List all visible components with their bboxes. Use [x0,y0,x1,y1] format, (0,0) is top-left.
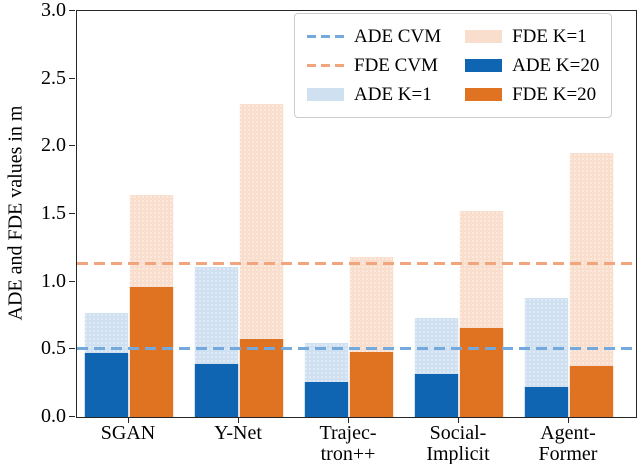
x-tick-mark [348,417,349,423]
x-tick-mark [128,417,129,423]
x-tick-mark [238,417,239,423]
y-tick-mark [69,280,75,282]
legend-label: ADE K=1 [354,83,432,105]
y-tick-mark [69,145,75,147]
dashed-line-swatch-ade-cvm [307,35,344,38]
legend-label: FDE CVM [354,54,438,76]
x-tick-label-sgan: SGAN [100,422,156,444]
legend-label: ADE K=20 [512,54,600,76]
fde-cvm-line [77,261,636,265]
x-tick-label-social-implicit: Social- Implicit [426,422,490,464]
y-tick-mark [69,416,75,417]
bar-sgan-fde-k20 [129,287,174,417]
legend-label: ADE CVM [354,25,442,47]
x-tick-mark [458,417,459,423]
legend-item-ade-k-20: ADE K=20 [465,51,599,80]
bar-ynet-fde-k20 [239,338,284,417]
y-tick-mark [69,77,75,79]
color-patch-swatch-ade-k-20 [465,59,503,72]
bar-agentformer-fde-k20 [569,365,614,417]
legend-item-ade-cvm: ADE CVM [307,22,441,51]
legend: ADE CVM FDE K=1 FDE CVM ADE K=20 ADE K=1 FDE … [294,13,613,118]
legend-item-fde-cvm: FDE CVM [307,51,441,80]
legend-item-fde-k-1: FDE K=1 [465,22,599,51]
legend-label: FDE K=1 [512,25,587,47]
y-tick-label: 0.0 [41,405,66,427]
legend-item-ade-k-1: ADE K=1 [307,80,441,109]
y-tick-mark [69,213,75,214]
x-tick-label-agentformer: Agent- Former [538,422,598,464]
y-tick-mark [69,348,75,350]
color-patch-swatch-fde-k-1 [465,30,503,43]
x-tick-mark [568,417,569,423]
legend-label: FDE K=20 [512,83,597,105]
bar-agentformer-ade-k20 [524,387,569,417]
y-tick-label: 1.0 [41,269,66,292]
legend-item-fde-k-20: FDE K=20 [465,80,599,109]
bar-trajectron-fde-k20 [349,352,394,417]
y-tick-label: 3.0 [41,0,66,21]
y-tick-label: 2.5 [41,66,66,89]
y-tick-label: 1.5 [41,202,66,224]
y-tick-mark [69,10,75,11]
y-tick-label: 2.0 [41,134,66,157]
color-patch-swatch-ade-k-1 [307,88,344,101]
bar-trajectron-ade-k20 [304,381,349,417]
x-tick-label-trajectron: Trajec-tron++ [319,422,377,464]
ade-cvm-line [77,346,636,350]
color-patch-swatch-fde-k-20 [465,88,503,101]
bar-ynet-ade-k20 [194,364,239,417]
bar-social-implicit-ade-k20 [414,373,459,417]
x-tick-label-ynet: Y-Net [214,422,262,444]
bar-social-implicit-fde-k20 [459,327,504,417]
y-tick-label: 0.5 [41,337,66,360]
bar-sgan-ade-k20 [84,353,129,417]
dashed-line-swatch-fde-cvm [307,64,344,67]
